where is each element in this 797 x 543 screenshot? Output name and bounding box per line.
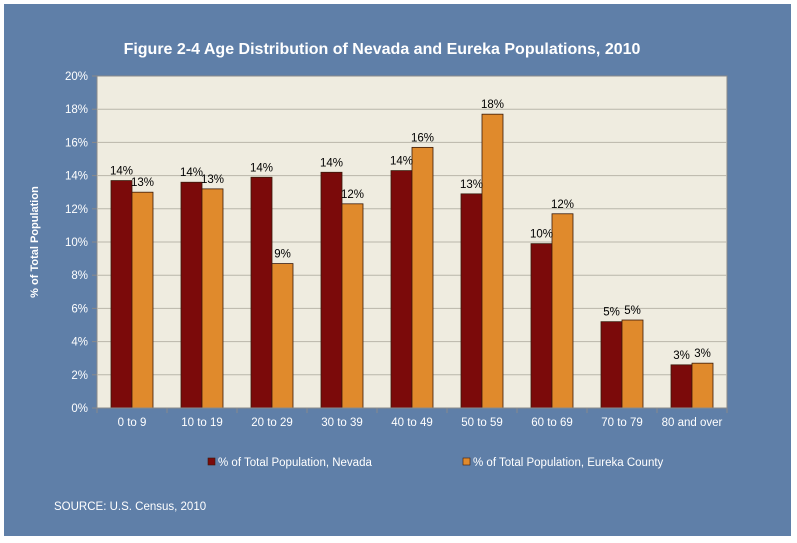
source-note: SOURCE: U.S. Census, 2010: [54, 501, 206, 513]
data-label: 9%: [274, 249, 291, 261]
y-axis-ticks: 0% 2% 4% 6% 8% 10% 12% 14% 16% 18% 20%: [65, 71, 97, 415]
legend-label: % of Total Population, Nevada: [218, 457, 372, 469]
y-tick-label: 12%: [65, 204, 88, 216]
x-tick-label: 70 to 79: [601, 417, 643, 429]
data-label: 13%: [460, 179, 483, 191]
x-tick-label: 50 to 59: [461, 417, 503, 429]
bar: [621, 319, 644, 409]
y-tick-label: 18%: [65, 104, 88, 116]
y-tick-label: 0%: [71, 403, 88, 415]
data-label: 13%: [131, 177, 154, 189]
bar: [691, 362, 714, 409]
bar: [341, 203, 364, 409]
bar: [320, 171, 343, 409]
data-label: 14%: [390, 156, 413, 168]
bar: [110, 180, 133, 409]
y-tick-label: 16%: [65, 137, 88, 149]
bar: [530, 243, 553, 409]
legend-label: % of Total Population, Eureka County: [473, 457, 664, 469]
data-label: 5%: [603, 307, 620, 319]
y-tick-label: 10%: [65, 237, 88, 249]
y-axis-label: % of Total Population: [29, 186, 41, 298]
data-label: 12%: [551, 199, 574, 211]
legend: % of Total Population, Nevada % of Total …: [207, 457, 664, 469]
bar: [250, 176, 273, 409]
y-tick-label: 6%: [71, 303, 88, 315]
x-tick-label: 80 and over: [662, 417, 723, 429]
y-tick-label: 20%: [65, 71, 88, 83]
data-label: 14%: [110, 166, 133, 178]
data-label: 18%: [481, 99, 504, 111]
legend-swatch: [462, 457, 471, 466]
x-tick-label: 30 to 39: [321, 417, 363, 429]
bar: [180, 181, 203, 409]
x-tick-label: 0 to 9: [118, 417, 147, 429]
data-label: 16%: [411, 132, 434, 144]
data-label: 10%: [530, 229, 553, 241]
bar: [390, 170, 413, 409]
data-label: 13%: [201, 174, 224, 186]
data-labels: 14%13%14%13%14%9%14%12%14%16%13%18%10%12…: [110, 99, 711, 362]
y-tick-label: 4%: [71, 337, 88, 349]
data-label: 14%: [180, 167, 203, 179]
data-label: 3%: [694, 348, 711, 360]
y-tick-label: 8%: [71, 270, 88, 282]
legend-swatch: [207, 457, 216, 466]
bar: [131, 191, 154, 409]
bar: [460, 193, 483, 409]
data-label: 5%: [624, 305, 641, 317]
y-tick-label: 2%: [71, 370, 88, 382]
bar: [411, 146, 434, 409]
bars: [110, 113, 714, 409]
bar: [551, 213, 574, 409]
data-label: 14%: [320, 157, 343, 169]
x-tick-label: 40 to 49: [391, 417, 433, 429]
x-tick-label: 60 to 69: [531, 417, 573, 429]
x-tick-label: 20 to 29: [251, 417, 293, 429]
x-axis-ticks: 0 to 9 10 to 19 20 to 29 30 to 39 40 to 49 50…: [96, 407, 728, 429]
bar: [670, 364, 693, 409]
bar: [600, 321, 623, 409]
y-tick-label: 14%: [65, 171, 88, 183]
chart-title: Figure 2-4 Age Distribution of Nevada an…: [124, 41, 641, 58]
bar: [271, 263, 294, 409]
bar: [201, 188, 224, 409]
data-label: 12%: [341, 189, 364, 201]
bar: [481, 113, 504, 409]
data-label: 3%: [673, 350, 690, 362]
x-tick-label: 10 to 19: [181, 417, 223, 429]
data-label: 14%: [250, 162, 273, 174]
